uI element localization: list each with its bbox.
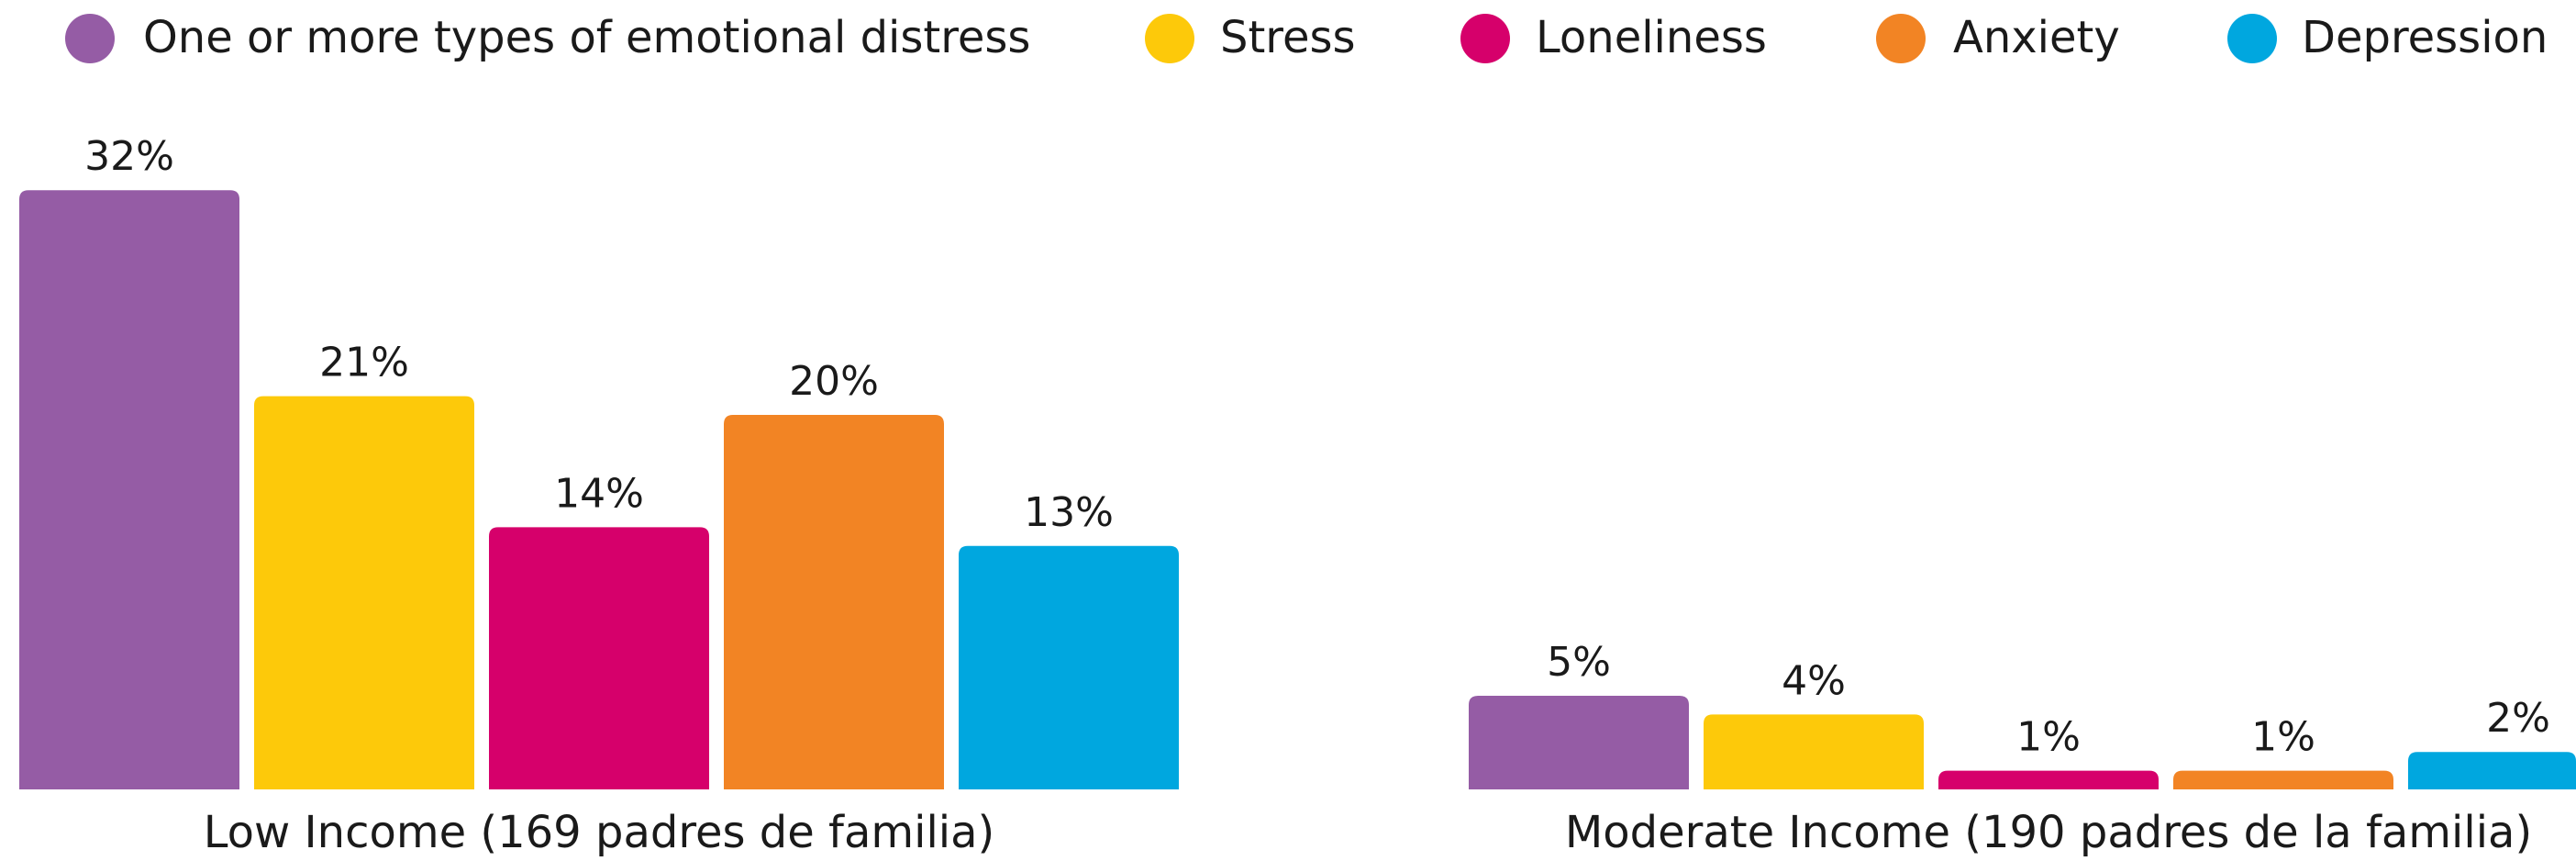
value-label: 1% — [2016, 714, 2081, 761]
bar — [724, 415, 944, 789]
bar — [2173, 771, 2393, 789]
bar — [1704, 714, 1924, 789]
legend-label: Depression — [2302, 12, 2548, 63]
value-label: 5% — [1547, 639, 1611, 686]
legend-label: Anxiety — [1953, 12, 2120, 63]
value-label: 1% — [2251, 714, 2315, 761]
legend-label: One or more types of emotional distress — [143, 12, 1030, 63]
legend-swatch — [1145, 14, 1194, 63]
value-label: 2% — [2486, 695, 2550, 742]
value-label: 32% — [84, 133, 174, 180]
bar — [959, 546, 1179, 789]
value-label: 13% — [1024, 489, 1114, 536]
value-label: 14% — [554, 470, 644, 517]
legend-swatch — [1460, 14, 1510, 63]
bar — [254, 397, 474, 789]
category-label: Low Income (169 padres de familia) — [204, 807, 995, 858]
bar — [1469, 696, 1689, 789]
bar — [2408, 752, 2576, 789]
legend-swatch — [65, 14, 115, 63]
bar — [19, 190, 239, 789]
value-label: 20% — [789, 358, 879, 405]
legend-swatch — [2227, 14, 2277, 63]
legend-label: Loneliness — [1536, 12, 1767, 63]
bar — [1938, 771, 2159, 789]
value-label: 4% — [1782, 657, 1846, 704]
value-label: 21% — [319, 340, 409, 386]
page: One or more types of emotional distress S… — [0, 0, 2576, 861]
legend-swatch — [1876, 14, 1926, 63]
bar — [489, 527, 709, 789]
category-label: Moderate Income (190 padres de la famili… — [1565, 807, 2532, 858]
legend-label: Stress — [1220, 12, 1356, 63]
chart: One or more types of emotional distress S… — [0, 0, 2576, 861]
